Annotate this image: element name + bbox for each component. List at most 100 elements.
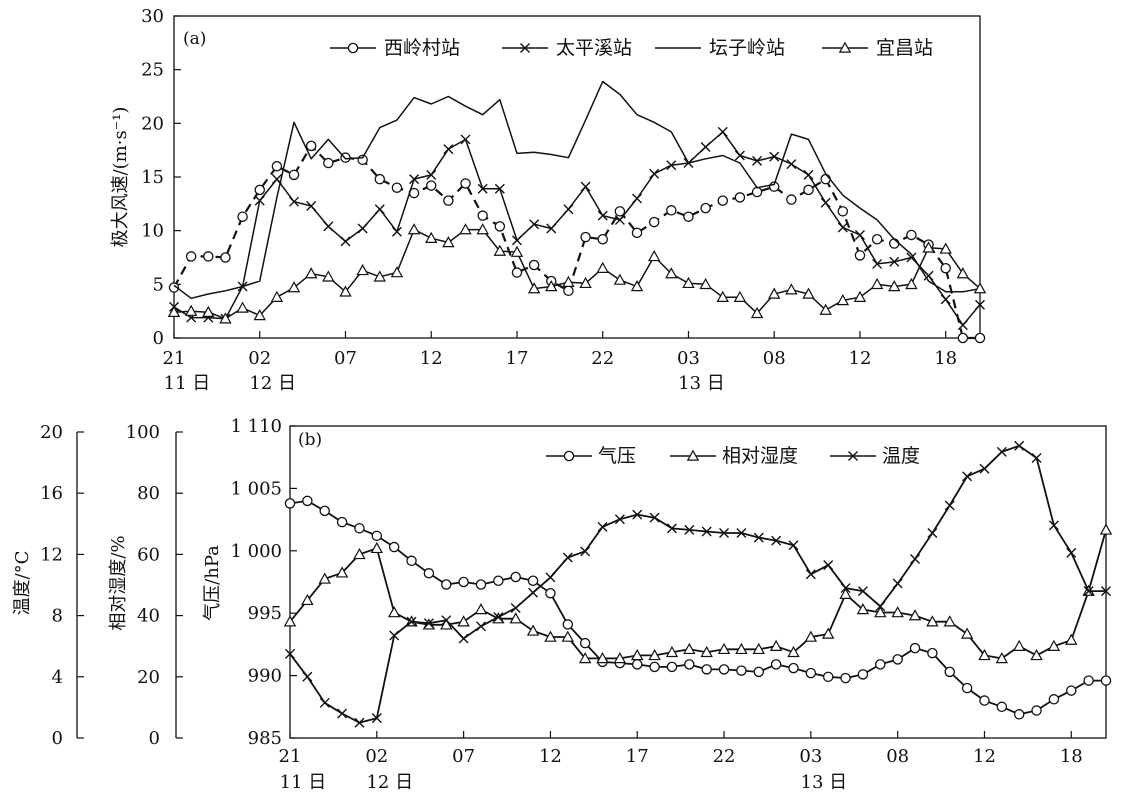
data-point-相对湿度 [631, 648, 644, 661]
data-point-太平溪站 [734, 150, 745, 161]
data-point-温度 [354, 717, 365, 728]
data-point-宜昌站 [322, 270, 335, 282]
data-point-气压 [441, 579, 452, 590]
data-point-相对湿度 [578, 652, 592, 664]
data-point-温度 [475, 621, 486, 632]
panel-a-x-tick-label: 02 [248, 348, 271, 369]
panel-a-x-tick-label: 03 [677, 348, 700, 369]
data-point-西岭村站 [288, 169, 300, 181]
data-point-气压 [996, 701, 1008, 713]
data-point-太平溪站 [649, 168, 660, 179]
humidity-tick-label: 100 [126, 422, 160, 443]
data-point-相对湿度 [353, 547, 366, 560]
data-point-西岭村站 [854, 250, 866, 261]
data-point-温度 [528, 587, 539, 598]
data-point-宜昌站 [304, 267, 318, 279]
data-point-西岭村站 [460, 178, 471, 189]
data-point-温度 [1066, 547, 1077, 558]
data-point-相对湿度 [683, 642, 696, 655]
data-point-相对湿度 [804, 630, 818, 642]
data-point-相对湿度 [301, 593, 314, 606]
panel-b-meteorology-chart: (b) 温度/°C 相对湿度/% 气压/hPa 985 990 995 1 000 1 … [12, 416, 1113, 793]
panel-a-date-label: 11 日 [164, 373, 211, 394]
data-point-太平溪站 [494, 183, 505, 194]
data-point-温度 [337, 708, 348, 719]
data-point-西岭村站 [974, 332, 986, 344]
data-point-西岭村站 [168, 282, 180, 293]
data-point-相对湿度 [787, 645, 800, 658]
data-point-太平溪站 [769, 151, 780, 162]
data-point-相对湿度 [1065, 633, 1078, 645]
pressure-tick-label: 1 110 [230, 416, 282, 437]
panel-a-series [167, 80, 987, 344]
data-point-西岭村站 [185, 251, 197, 262]
data-point-相对湿度 [735, 642, 748, 655]
data-point-相对湿度 [752, 642, 765, 655]
panel-b-date-label: 11 日 [280, 772, 327, 793]
data-point-温度 [597, 521, 608, 532]
legend-marker-太平溪站 [520, 43, 530, 53]
panel-b-date-label: 13 日 [801, 772, 848, 793]
data-point-太平溪站 [906, 252, 917, 263]
data-point-气压 [579, 637, 591, 649]
data-point-气压 [1048, 694, 1060, 705]
data-point-宜昌站 [956, 267, 970, 279]
data-point-西岭村站 [443, 195, 454, 206]
panel-a-legend: 西岭村站 太平溪站 坛子岭站 宜昌站 [330, 37, 933, 59]
data-point-西岭村站 [820, 173, 831, 185]
data-point-气压 [840, 672, 851, 684]
panel-a-x-tick-label: 18 [934, 348, 957, 369]
data-point-太平溪站 [597, 210, 608, 221]
data-point-太平溪站 [666, 160, 677, 171]
panel-b-date-label: 12 日 [366, 772, 413, 793]
data-point-宜昌站 [219, 312, 232, 324]
data-point-西岭村站 [871, 234, 883, 245]
data-point-宜昌站 [407, 223, 421, 235]
panel-a-y-axis-title: 极大风速/(m·s⁻¹) [110, 107, 131, 248]
data-point-相对湿度 [613, 652, 627, 664]
data-point-温度 [996, 446, 1007, 457]
data-point-太平溪站 [323, 221, 334, 232]
panel-a-x-tick-label: 22 [591, 348, 614, 369]
data-point-太平溪站 [923, 270, 934, 281]
data-point-西岭村站 [477, 210, 488, 221]
data-point-温度 [927, 527, 938, 538]
data-point-太平溪站 [614, 214, 625, 225]
data-point-太平溪站 [580, 181, 591, 192]
legend-entry-温度: 温度 [882, 445, 920, 467]
data-point-温度 [1101, 586, 1111, 597]
data-point-太平溪站 [563, 204, 574, 215]
data-point-温度 [771, 535, 782, 546]
temperature-tick-label: 16 [40, 483, 63, 504]
panel-a-x-tick-label: 08 [763, 348, 786, 369]
data-point-太平溪站 [820, 197, 831, 208]
data-point-西岭村站 [614, 206, 626, 217]
data-point-太平溪站 [409, 174, 420, 185]
data-point-太平溪站 [854, 229, 865, 240]
data-point-气压 [788, 662, 799, 674]
data-point-太平溪站 [957, 320, 968, 331]
data-point-西岭村站 [563, 285, 574, 297]
data-point-太平溪站 [511, 235, 522, 246]
data-point-太平溪站 [837, 222, 848, 233]
data-point-气压 [718, 664, 730, 675]
data-point-太平溪站 [391, 226, 402, 237]
panel-b-x-tick-label: 12 [973, 746, 996, 767]
data-point-温度 [614, 514, 625, 525]
data-point-气压 [701, 664, 712, 675]
pressure-tick-label: 990 [248, 666, 282, 687]
series-line-温度 [289, 444, 1106, 724]
data-point-太平溪站 [632, 193, 643, 204]
data-point-相对湿度 [457, 615, 470, 627]
data-point-西岭村站 [237, 211, 248, 222]
data-point-相对湿度 [960, 627, 974, 639]
data-point-气压 [1083, 675, 1094, 686]
data-point-气压 [944, 666, 955, 678]
data-point-相对湿度 [769, 639, 783, 651]
data-point-相对湿度 [318, 572, 331, 584]
humidity-tick-label: 0 [149, 728, 160, 749]
data-point-西岭村站 [940, 262, 951, 274]
data-point-气压 [649, 661, 660, 673]
data-point-相对湿度 [509, 612, 522, 624]
panel-b-x-tick-label: 12 [539, 746, 562, 767]
